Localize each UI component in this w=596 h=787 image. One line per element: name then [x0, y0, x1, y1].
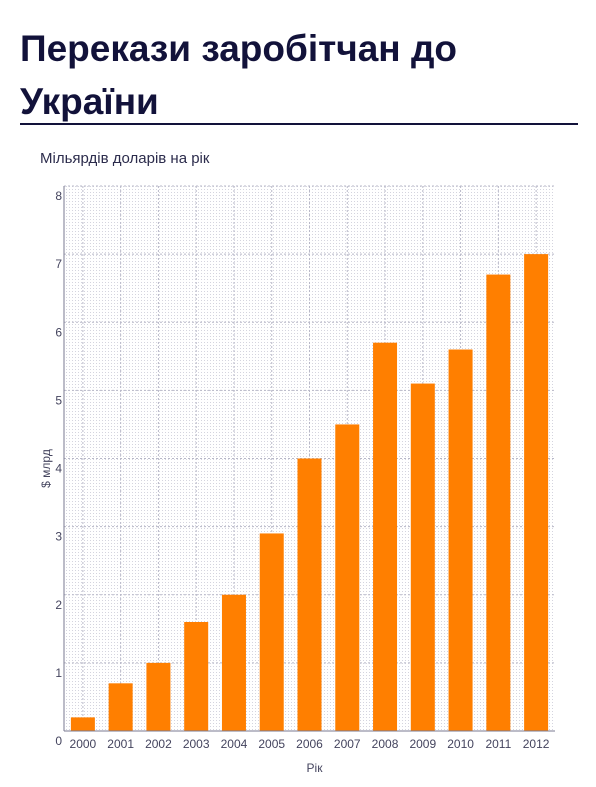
bar: [410, 383, 435, 731]
y-tick-label: 1: [55, 666, 62, 680]
axes: 0 1 2 3 4 5 6 7 8 2000 2001 2002 2003 2004 2005 2006 200…: [55, 186, 555, 751]
x-tick-label: 2007: [334, 737, 361, 751]
x-axis-label: Рік: [307, 761, 324, 775]
y-tick-label: 0: [55, 734, 62, 748]
bar: [373, 342, 398, 731]
bar: [486, 274, 511, 731]
x-tick-label: 2000: [70, 737, 97, 751]
x-tick-label: 2001: [107, 737, 134, 751]
x-tick-label: 2006: [296, 737, 323, 751]
bar: [448, 349, 473, 731]
x-tick-label: 2003: [183, 737, 210, 751]
page-title: Перекази заробітчан до України: [20, 28, 458, 122]
y-axis-label: $ млрд: [39, 449, 53, 488]
bar: [335, 424, 360, 731]
x-tick-label: 2002: [145, 737, 172, 751]
y-tick-label: 4: [55, 462, 62, 476]
x-tick-label: 2008: [372, 737, 399, 751]
x-tick-label: 2010: [447, 737, 474, 751]
x-tick-label: 2009: [409, 737, 436, 751]
bar: [70, 717, 95, 731]
y-tick-label: 2: [55, 598, 62, 612]
bar: [259, 533, 284, 731]
title-divider: [20, 123, 578, 125]
bar: [524, 254, 549, 731]
y-tick-label: 7: [55, 257, 62, 271]
y-tick-label: 6: [55, 325, 62, 339]
bar: [146, 662, 171, 731]
x-tick-label: 2012: [523, 737, 550, 751]
chart-subtitle: Мільярдів доларів на рік: [40, 150, 210, 167]
bar: [184, 622, 209, 731]
x-tick-label: 2011: [485, 737, 511, 751]
y-tick-label: 3: [55, 530, 62, 544]
y-tick-label: 8: [55, 189, 62, 203]
y-tick-label: 5: [55, 393, 62, 407]
x-tick-label: 2004: [221, 737, 248, 751]
bars: [70, 254, 549, 731]
bar: [221, 594, 246, 731]
bar: [297, 458, 322, 731]
bar: [108, 683, 133, 731]
x-tick-label: 2005: [258, 737, 285, 751]
